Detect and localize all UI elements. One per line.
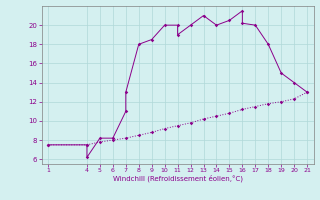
X-axis label: Windchill (Refroidissement éolien,°C): Windchill (Refroidissement éolien,°C): [113, 175, 243, 182]
